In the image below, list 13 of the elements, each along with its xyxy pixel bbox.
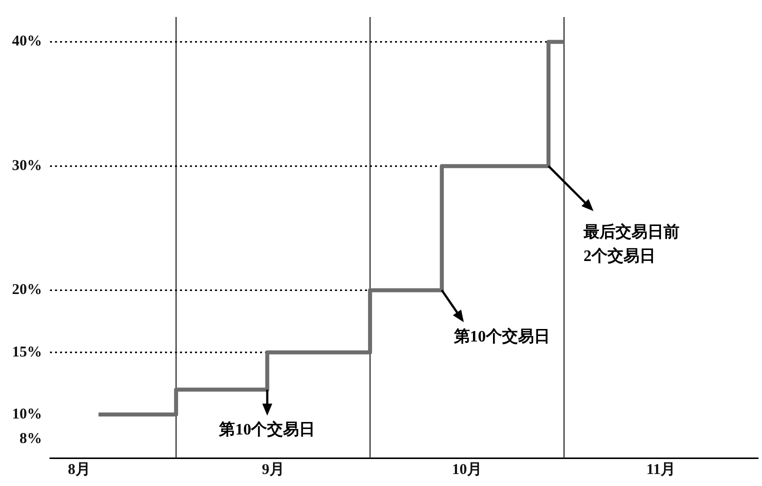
y-tick-label: 8% [20,431,42,448]
y-tick-label: 15% [12,344,42,360]
annotation: 最后交易日前 2个交易日 [582,222,680,266]
y-tick-label: 20% [12,282,42,298]
annotation: 第10个交易日 [218,420,316,439]
y-tick-label: 30% [12,158,42,174]
y-tick-label: 10% [12,406,42,422]
y-tick-label: 40% [12,34,42,50]
annotation: 第10个交易日 [452,326,550,346]
x-tick-label: 10月 [452,462,482,478]
x-tick-label: 8月 [68,462,90,478]
x-tick-label: 9月 [262,462,284,478]
x-tick-label: 11月 [646,462,676,478]
